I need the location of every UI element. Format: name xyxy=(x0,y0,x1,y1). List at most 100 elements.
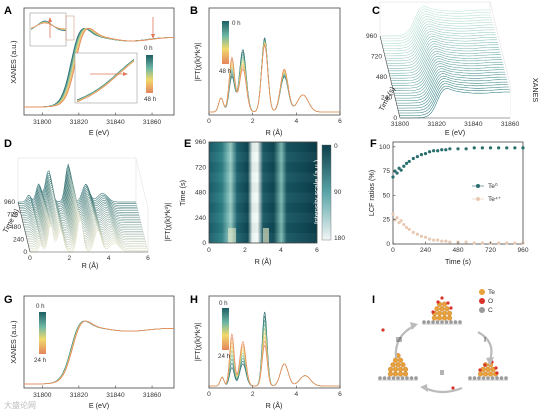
point-te4-0 xyxy=(391,212,395,216)
colorbar-top-g: 0 h xyxy=(36,303,45,310)
watermark: 大盛论网 xyxy=(4,400,36,410)
ft-curve-h-8 xyxy=(209,333,340,387)
slab-top-c-8 xyxy=(458,320,462,324)
inset-bottom-a xyxy=(74,52,138,104)
x-label-f: Time (s) xyxy=(445,257,471,266)
cluster-top-te-2-1 xyxy=(439,306,445,312)
x-tick-c-3: 31860 xyxy=(501,121,520,128)
slice-line-32 xyxy=(380,8,491,39)
point-te0-6 xyxy=(404,161,409,165)
panel-label-c: C xyxy=(372,5,380,17)
xanes-curve-g-1 xyxy=(24,320,174,385)
heat-row-4 xyxy=(209,182,317,193)
panel-f: F 0 240 480 720 960 0 25 50 75 100 Te⁰ Te⁴⁺ Time … xyxy=(367,138,529,266)
slice-line-23 xyxy=(386,31,497,62)
slab-right-c-3 xyxy=(481,376,486,380)
x-tick-f-1: 240 xyxy=(420,247,431,254)
slice-line-2 xyxy=(29,213,148,249)
colorbar-a xyxy=(146,55,153,93)
legend-label-te4: Te⁴⁺ xyxy=(488,196,502,203)
point-te4-14 xyxy=(436,238,440,242)
panel-label-e: E xyxy=(184,138,191,150)
cluster-top-te-0-2 xyxy=(441,315,448,321)
arrow-step-ii-head xyxy=(420,384,428,392)
cluster-top-te-2-0 xyxy=(434,306,440,312)
slab-top-c-4 xyxy=(440,320,444,324)
x-label-h: R (Å) xyxy=(266,401,283,410)
x-tick-h-label-1: 2 xyxy=(251,391,255,398)
xanes-curve-g-2 xyxy=(24,320,174,385)
cluster-top-o-3 xyxy=(446,301,450,305)
panel-b: B 0 h 48 h 0 2 4 6 R (Å) |FT(χ(k)*k³)| xyxy=(190,5,342,137)
x-tick-h-label-0: 0 xyxy=(207,391,211,398)
x-tick-h-label-2: 4 xyxy=(294,391,298,398)
x-tick-a-label-3: 31860 xyxy=(143,119,162,126)
cluster-left-te-2-2 xyxy=(400,362,406,368)
legend-o-label: O xyxy=(488,298,493,305)
x-ticks-b: 0 2 4 6 xyxy=(207,112,342,125)
ft-waterfall-d xyxy=(18,163,148,253)
arrow-right-head-a xyxy=(123,72,128,76)
y-tick-d-3: 720 xyxy=(7,212,18,219)
slice-line-6 xyxy=(396,73,507,104)
slice-line-12 xyxy=(25,195,143,232)
x-tick-c-1: 31820 xyxy=(427,121,446,128)
point-te0-22 xyxy=(488,146,493,150)
slab-right-c-0 xyxy=(468,376,472,380)
arrow-step-iii xyxy=(394,325,415,359)
colorbar-bottom-g: 24 h xyxy=(34,357,47,364)
slice-line-29 xyxy=(382,16,493,47)
point-te0-18 xyxy=(456,147,460,151)
slice-line-1 xyxy=(29,215,148,251)
y-tick-c-3: 720 xyxy=(371,54,382,61)
slab-left-c-0 xyxy=(378,376,382,380)
slice-line-21 xyxy=(21,178,140,217)
y-label-e: Time (s) xyxy=(178,180,187,206)
cluster-right-o-0 xyxy=(478,368,482,372)
y-tick-e-4: 960 xyxy=(195,139,206,146)
plot-frame-g xyxy=(23,295,175,389)
point-te0-10 xyxy=(419,153,424,157)
xanes-curve-g-3 xyxy=(24,320,175,385)
heat-row-3 xyxy=(209,172,317,182)
point-te4-2 xyxy=(395,216,399,220)
panel-e: E 0 90 180 Intensity scale (a.u.) 0 2 4 6 0 240… xyxy=(178,138,345,266)
x-ticks-a: 31800 31820 31840 31860 xyxy=(33,112,162,126)
cluster-top-o-2 xyxy=(436,300,440,304)
slice-line-3 xyxy=(398,80,509,111)
heat-row-8 xyxy=(209,222,317,233)
arrow-step-ii xyxy=(424,386,463,394)
inset-bottom-curve-5 xyxy=(76,61,135,103)
x-tick-d-0: 0 xyxy=(28,255,32,262)
step-label-i: I xyxy=(484,335,486,344)
point-te0-21 xyxy=(480,146,484,150)
slab-left-c-3 xyxy=(391,376,396,380)
colorbar-g xyxy=(39,312,46,354)
point-te4-7 xyxy=(407,227,411,232)
cluster-right-te-0-0 xyxy=(477,371,484,377)
arrow-step-i-head xyxy=(486,357,494,366)
x-tick-g-label-0: 31800 xyxy=(33,392,52,399)
x-tick-f-3: 720 xyxy=(485,247,496,254)
point-te4-24 xyxy=(505,241,509,245)
slab-top-c-2 xyxy=(431,320,435,324)
y-tick-d-1: 240 xyxy=(13,237,24,244)
slice-line-26 xyxy=(384,23,495,54)
point-te4-8 xyxy=(411,230,415,234)
point-te4-17 xyxy=(448,240,452,244)
z-label-c: XANES xyxy=(531,78,540,103)
slab-top-c-5 xyxy=(444,320,449,324)
slab-left-c-1 xyxy=(382,376,387,380)
step-label-iii: III xyxy=(396,335,402,344)
slice-line-33 xyxy=(380,6,490,37)
point-te0-12 xyxy=(427,150,432,154)
arrow-step-iii-head xyxy=(410,322,418,330)
free-o-2 xyxy=(451,386,455,390)
ft-curves-b xyxy=(209,37,340,113)
box-edge-5 xyxy=(489,1,511,85)
slice-line-25 xyxy=(19,170,138,210)
x-label-a: E (eV) xyxy=(89,128,109,137)
point-te4-16 xyxy=(444,239,448,243)
cluster-left-te-0-2 xyxy=(397,371,404,377)
